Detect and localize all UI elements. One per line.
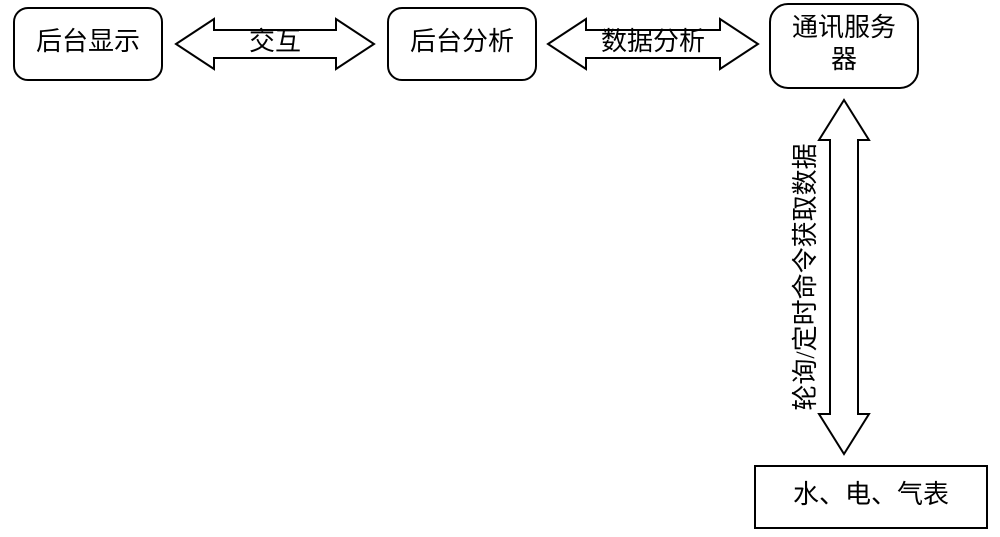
display-node: 后台显示 [14, 8, 162, 80]
meters-node: 水、电、气表 [755, 466, 987, 528]
a3-arrow: 轮询/定时命令获取数据 [791, 100, 869, 454]
a3-label: 轮询/定时命令获取数据 [791, 143, 820, 410]
a2-label: 数据分析 [601, 27, 705, 56]
display-label: 后台显示 [36, 27, 140, 56]
analysis-label: 后台分析 [410, 27, 514, 56]
analysis-node: 后台分析 [388, 8, 536, 80]
server-label-1: 通讯服务 [792, 13, 896, 42]
server-node: 通讯服务器 [770, 4, 918, 88]
a1-label: 交互 [249, 27, 301, 56]
server-label-2: 器 [831, 45, 857, 74]
meters-label: 水、电、气表 [793, 480, 949, 509]
